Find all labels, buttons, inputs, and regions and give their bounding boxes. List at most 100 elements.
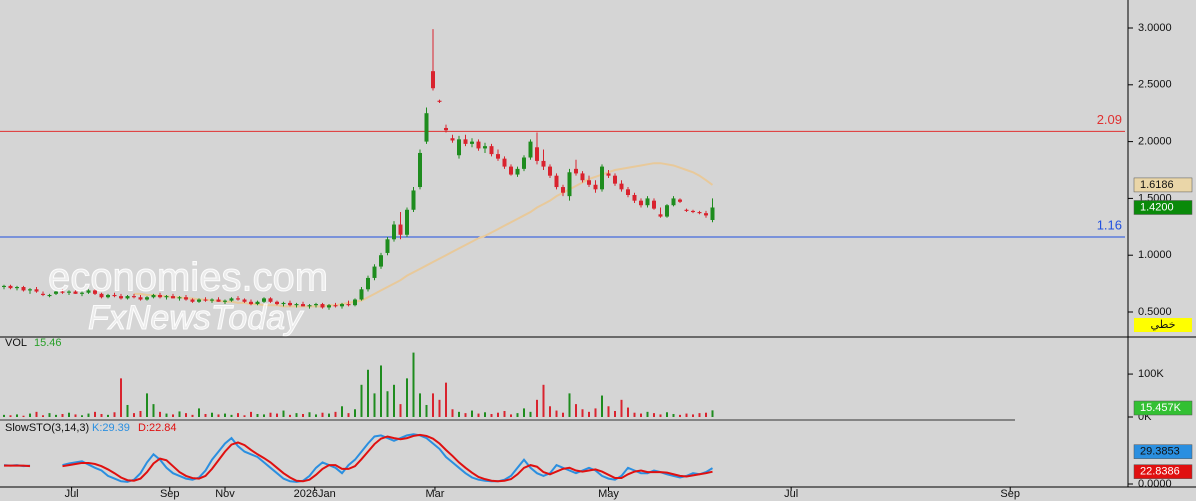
volume-bar bbox=[211, 412, 213, 417]
volume-bar bbox=[575, 404, 577, 417]
candle-body bbox=[106, 294, 110, 298]
candle-body bbox=[619, 183, 624, 190]
candle-body bbox=[496, 154, 500, 159]
candle-body bbox=[541, 160, 546, 167]
volume-bar bbox=[588, 411, 590, 417]
volume-bar bbox=[191, 414, 194, 417]
candle-body bbox=[561, 187, 565, 193]
volume-bar bbox=[295, 413, 298, 417]
candle-body bbox=[288, 302, 292, 306]
y-tick-label: 100K bbox=[1138, 368, 1164, 380]
volume-bar bbox=[659, 414, 662, 417]
candle-body bbox=[639, 200, 643, 206]
volume-bar bbox=[35, 411, 38, 417]
candle-body bbox=[587, 180, 591, 185]
candle-body bbox=[476, 141, 481, 149]
volume-bar bbox=[549, 406, 551, 417]
style-badge bbox=[1134, 318, 1192, 332]
volume-bar bbox=[627, 407, 629, 417]
candle-body bbox=[138, 297, 143, 300]
volume-bar bbox=[328, 413, 330, 417]
volume-bar bbox=[438, 399, 441, 417]
volume-bar bbox=[503, 410, 506, 417]
volume-bar bbox=[152, 404, 155, 417]
y-tick-label: 1.0000 bbox=[1138, 249, 1172, 261]
volume-bar bbox=[646, 411, 649, 417]
volume-bar bbox=[68, 412, 70, 417]
volume-bar bbox=[555, 410, 558, 417]
watermark: economies.com bbox=[48, 256, 328, 300]
volume-bar bbox=[692, 414, 694, 417]
value-badge-label: 1.6186 bbox=[1140, 179, 1174, 191]
candle-body bbox=[327, 305, 331, 308]
candle-body bbox=[249, 301, 253, 305]
volume-bar bbox=[126, 404, 129, 417]
candle-body bbox=[405, 209, 409, 235]
volume-bar bbox=[42, 415, 44, 417]
volume-bar bbox=[542, 384, 545, 417]
candle-body bbox=[567, 172, 572, 197]
candle-body bbox=[210, 299, 214, 301]
candle-body bbox=[54, 291, 58, 294]
candle-body bbox=[626, 189, 630, 195]
volume-bar bbox=[477, 413, 480, 417]
volume-bar bbox=[412, 352, 415, 417]
candle-body bbox=[34, 289, 39, 292]
candle-body bbox=[203, 299, 208, 301]
volume-bar bbox=[217, 414, 220, 417]
volume-bar bbox=[29, 413, 31, 417]
volume-bar bbox=[354, 409, 356, 417]
y-tick-label: 3.0000 bbox=[1138, 22, 1172, 34]
volume-value: 15.46 bbox=[34, 337, 62, 349]
candle-body bbox=[21, 287, 26, 291]
candle-body bbox=[255, 301, 260, 305]
volume-bar bbox=[146, 393, 148, 417]
x-tick-label: Sep bbox=[1000, 488, 1020, 500]
volume-bar bbox=[302, 413, 304, 417]
candle-body bbox=[132, 296, 136, 298]
level-label: 1.16 bbox=[1097, 217, 1122, 232]
candle-body bbox=[216, 299, 221, 302]
candle-body bbox=[28, 289, 32, 291]
value-badge bbox=[1133, 400, 1193, 416]
candle-body bbox=[418, 152, 422, 188]
candle-body bbox=[242, 299, 247, 302]
candle-body bbox=[294, 304, 299, 306]
candle-body bbox=[307, 305, 312, 307]
x-tick-label: Jul bbox=[784, 488, 798, 500]
volume-bar bbox=[204, 413, 207, 417]
candle-body bbox=[41, 293, 45, 295]
volume-bar bbox=[237, 413, 239, 417]
volume-bar bbox=[633, 412, 636, 417]
candle-body bbox=[535, 147, 539, 161]
volume-bar bbox=[139, 410, 142, 417]
volume-bar bbox=[159, 411, 161, 417]
candle-body bbox=[93, 290, 97, 294]
stoch-title: SlowSTO(3,14,3) bbox=[5, 422, 89, 434]
candle-body bbox=[86, 290, 91, 293]
volume-bar bbox=[113, 412, 116, 417]
volume-bar bbox=[490, 413, 493, 417]
volume-bar bbox=[94, 411, 96, 417]
candle-body bbox=[509, 166, 513, 175]
candle-body bbox=[470, 141, 474, 144]
candle-body bbox=[593, 184, 598, 190]
candle-body bbox=[710, 207, 715, 220]
moving-average bbox=[134, 162, 714, 308]
volume-bar bbox=[640, 413, 642, 417]
legend-entry: D:22.84 bbox=[138, 422, 177, 434]
candle-body bbox=[671, 198, 676, 206]
volume-bar bbox=[653, 413, 655, 417]
volume-bar bbox=[341, 406, 343, 417]
candle-body bbox=[15, 287, 19, 289]
volume-bar bbox=[711, 410, 714, 417]
volume-bar bbox=[165, 413, 168, 417]
candle-body bbox=[424, 113, 429, 142]
value-badge bbox=[1133, 177, 1193, 193]
volume-bar bbox=[425, 404, 428, 417]
candle-body bbox=[314, 304, 318, 306]
watermark: FxNewsToday bbox=[88, 299, 304, 337]
volume-bar bbox=[698, 413, 701, 417]
stoch-line bbox=[4, 464, 31, 468]
candle-body bbox=[613, 175, 617, 184]
